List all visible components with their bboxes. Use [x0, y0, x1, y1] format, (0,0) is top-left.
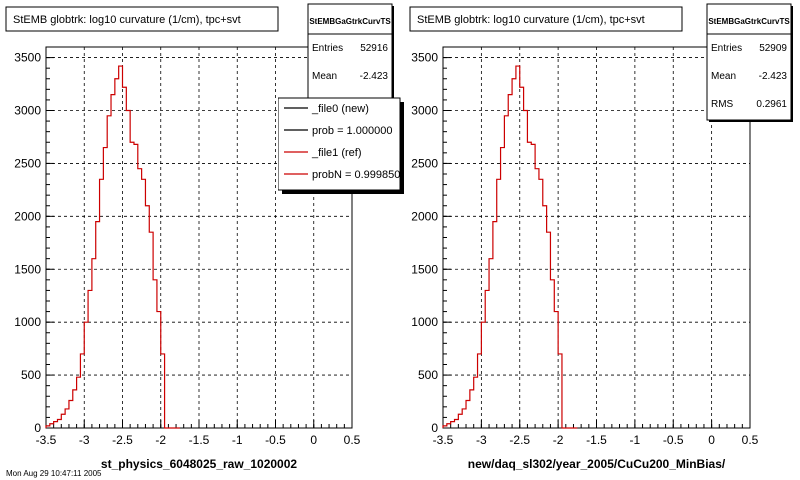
stats-label: Entries [711, 43, 742, 54]
legend-label: _file0 (new) [311, 103, 369, 115]
y-tick-label: 2000 [411, 209, 438, 223]
x-tick-label: 0.5 [742, 433, 759, 447]
x-tick-label: -1 [232, 433, 243, 447]
footer-timestamp: Mon Aug 29 10:47:11 2005 [6, 469, 102, 478]
x-tick-label: -3 [476, 433, 487, 447]
x-tick-label: 0.5 [344, 433, 361, 447]
stats-label: Entries [312, 43, 343, 54]
x-tick-label: -2 [553, 433, 564, 447]
y-tick-label: 0 [34, 421, 41, 435]
x-tick-label: -0.5 [663, 433, 684, 447]
stats-value: 0.2961 [756, 99, 787, 110]
stats-box [307, 3, 393, 103]
x-tick-label: -1.5 [189, 433, 210, 447]
y-tick-label: 2500 [411, 156, 438, 170]
x-tick-label: -2.5 [112, 433, 133, 447]
stats-value: 52916 [360, 43, 388, 54]
histogram-panel-2: -3.5 -3 -2.5 -2 -1.5 -1 -0.5 0 0.5 0 500 1000 1500 20… [409, 3, 793, 471]
plot-frame [442, 46, 751, 429]
x-tick-label: -1.5 [586, 433, 607, 447]
stats-value: -2.423 [759, 71, 788, 82]
histogram-panel-1: -3.5 -3 -2.5 -2 -1.5 -1 -0.5 0 0.5 0 500 1000 1500 20… [5, 3, 404, 471]
legend-label: probN = 0.999850 [312, 169, 400, 181]
stats-name: StEMBGaGtrkCurvTS [309, 17, 391, 26]
x-tick-label: 0 [310, 433, 317, 447]
chart-title-box [5, 6, 279, 32]
legend-box [278, 97, 401, 191]
x-tick-label: -0.5 [265, 433, 286, 447]
y-tick-label: 3500 [14, 51, 41, 65]
y-tick-label: 2500 [14, 156, 41, 170]
y-tick-label: 1500 [411, 262, 438, 276]
chart-title: StEMB globtrk: log10 curvature (1/cm), t… [417, 14, 645, 26]
x-tick-label: -1 [630, 433, 641, 447]
x-axis-title: st_physics_6048025_raw_1020002 [101, 457, 297, 471]
chart-title: StEMB globtrk: log10 curvature (1/cm), t… [13, 14, 241, 26]
histogram-line [45, 65, 180, 429]
legend: _file0 (new) prob = 1.000000 _file1 (ref) p… [278, 97, 404, 194]
x-tick-label: 0 [708, 433, 715, 447]
y-tick-label: 500 [418, 368, 438, 382]
x-tick-label: -2.5 [509, 433, 530, 447]
y-tick-label: 3500 [411, 51, 438, 65]
y-tick-label: 3000 [14, 104, 41, 118]
stats-label: Mean [312, 71, 337, 82]
stats-box [706, 3, 792, 121]
stats-label: Mean [711, 71, 736, 82]
y-tick-label: 1500 [14, 262, 41, 276]
histogram-line [442, 65, 578, 429]
x-tick-label: -3 [79, 433, 90, 447]
stats-value: 52909 [759, 43, 787, 54]
y-tick-label: 3000 [411, 104, 438, 118]
x-axis-title: new/daq_sl302/year_2005/CuCu200_MinBias/ [468, 457, 726, 471]
y-tick-label: 500 [21, 368, 41, 382]
stats-name: StEMBGaGtrkCurvTS [708, 17, 790, 26]
chart-title-box [409, 6, 683, 32]
x-tick-label: -3.5 [36, 433, 57, 447]
legend-label: prob = 1.000000 [312, 125, 392, 137]
legend-label: _file1 (ref) [311, 147, 362, 159]
x-tick-label: -3.5 [433, 433, 454, 447]
y-tick-label: 0 [431, 421, 438, 435]
x-tick-label: -2 [155, 433, 166, 447]
y-tick-label: 1000 [14, 315, 41, 329]
stats-value: -2.423 [360, 71, 389, 82]
y-tick-label: 2000 [14, 209, 41, 223]
stats-label: RMS [711, 99, 734, 110]
y-tick-label: 1000 [411, 315, 438, 329]
